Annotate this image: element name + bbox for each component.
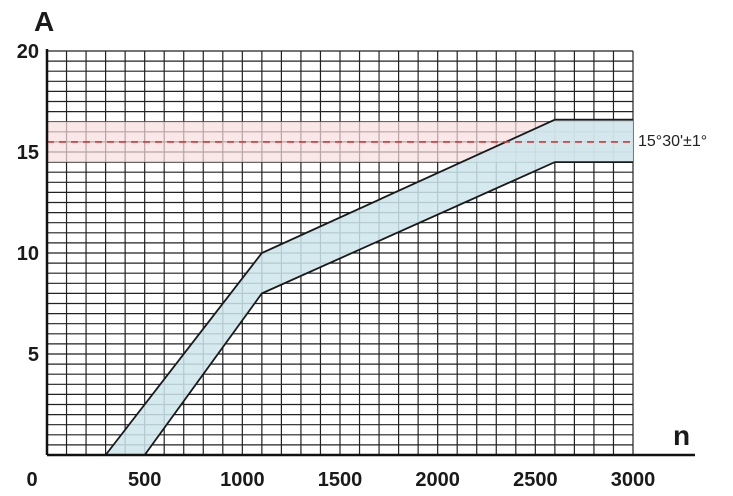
y-tick-label: 10 <box>17 243 39 265</box>
x-tick-label: 500 <box>128 469 161 491</box>
y-tick-label: 5 <box>28 344 39 366</box>
x-tick-labels: 0 500 1000 1500 2000 2500 3000 <box>26 469 655 491</box>
x-axis-title: n <box>673 420 690 451</box>
series-lower-line <box>143 161 633 456</box>
axes <box>45 49 695 457</box>
y-axis-title: A <box>34 6 54 37</box>
x-tick-label: 3000 <box>611 469 656 491</box>
series-upper-line <box>104 118 633 456</box>
x-tick-label: 2500 <box>513 469 558 491</box>
y-tick-label: 20 <box>17 41 39 63</box>
x-tick-label: 1000 <box>220 469 265 491</box>
x-tick-label: 0 <box>26 469 37 491</box>
reference-line-label: 15°30'±1° <box>638 133 707 150</box>
y-tick-labels: 5 10 15 20 <box>17 41 39 366</box>
x-tick-label: 1500 <box>318 469 363 491</box>
tolerance-band <box>105 119 634 456</box>
y-tick-label: 15 <box>17 142 39 164</box>
x-tick-label: 2000 <box>415 469 460 491</box>
